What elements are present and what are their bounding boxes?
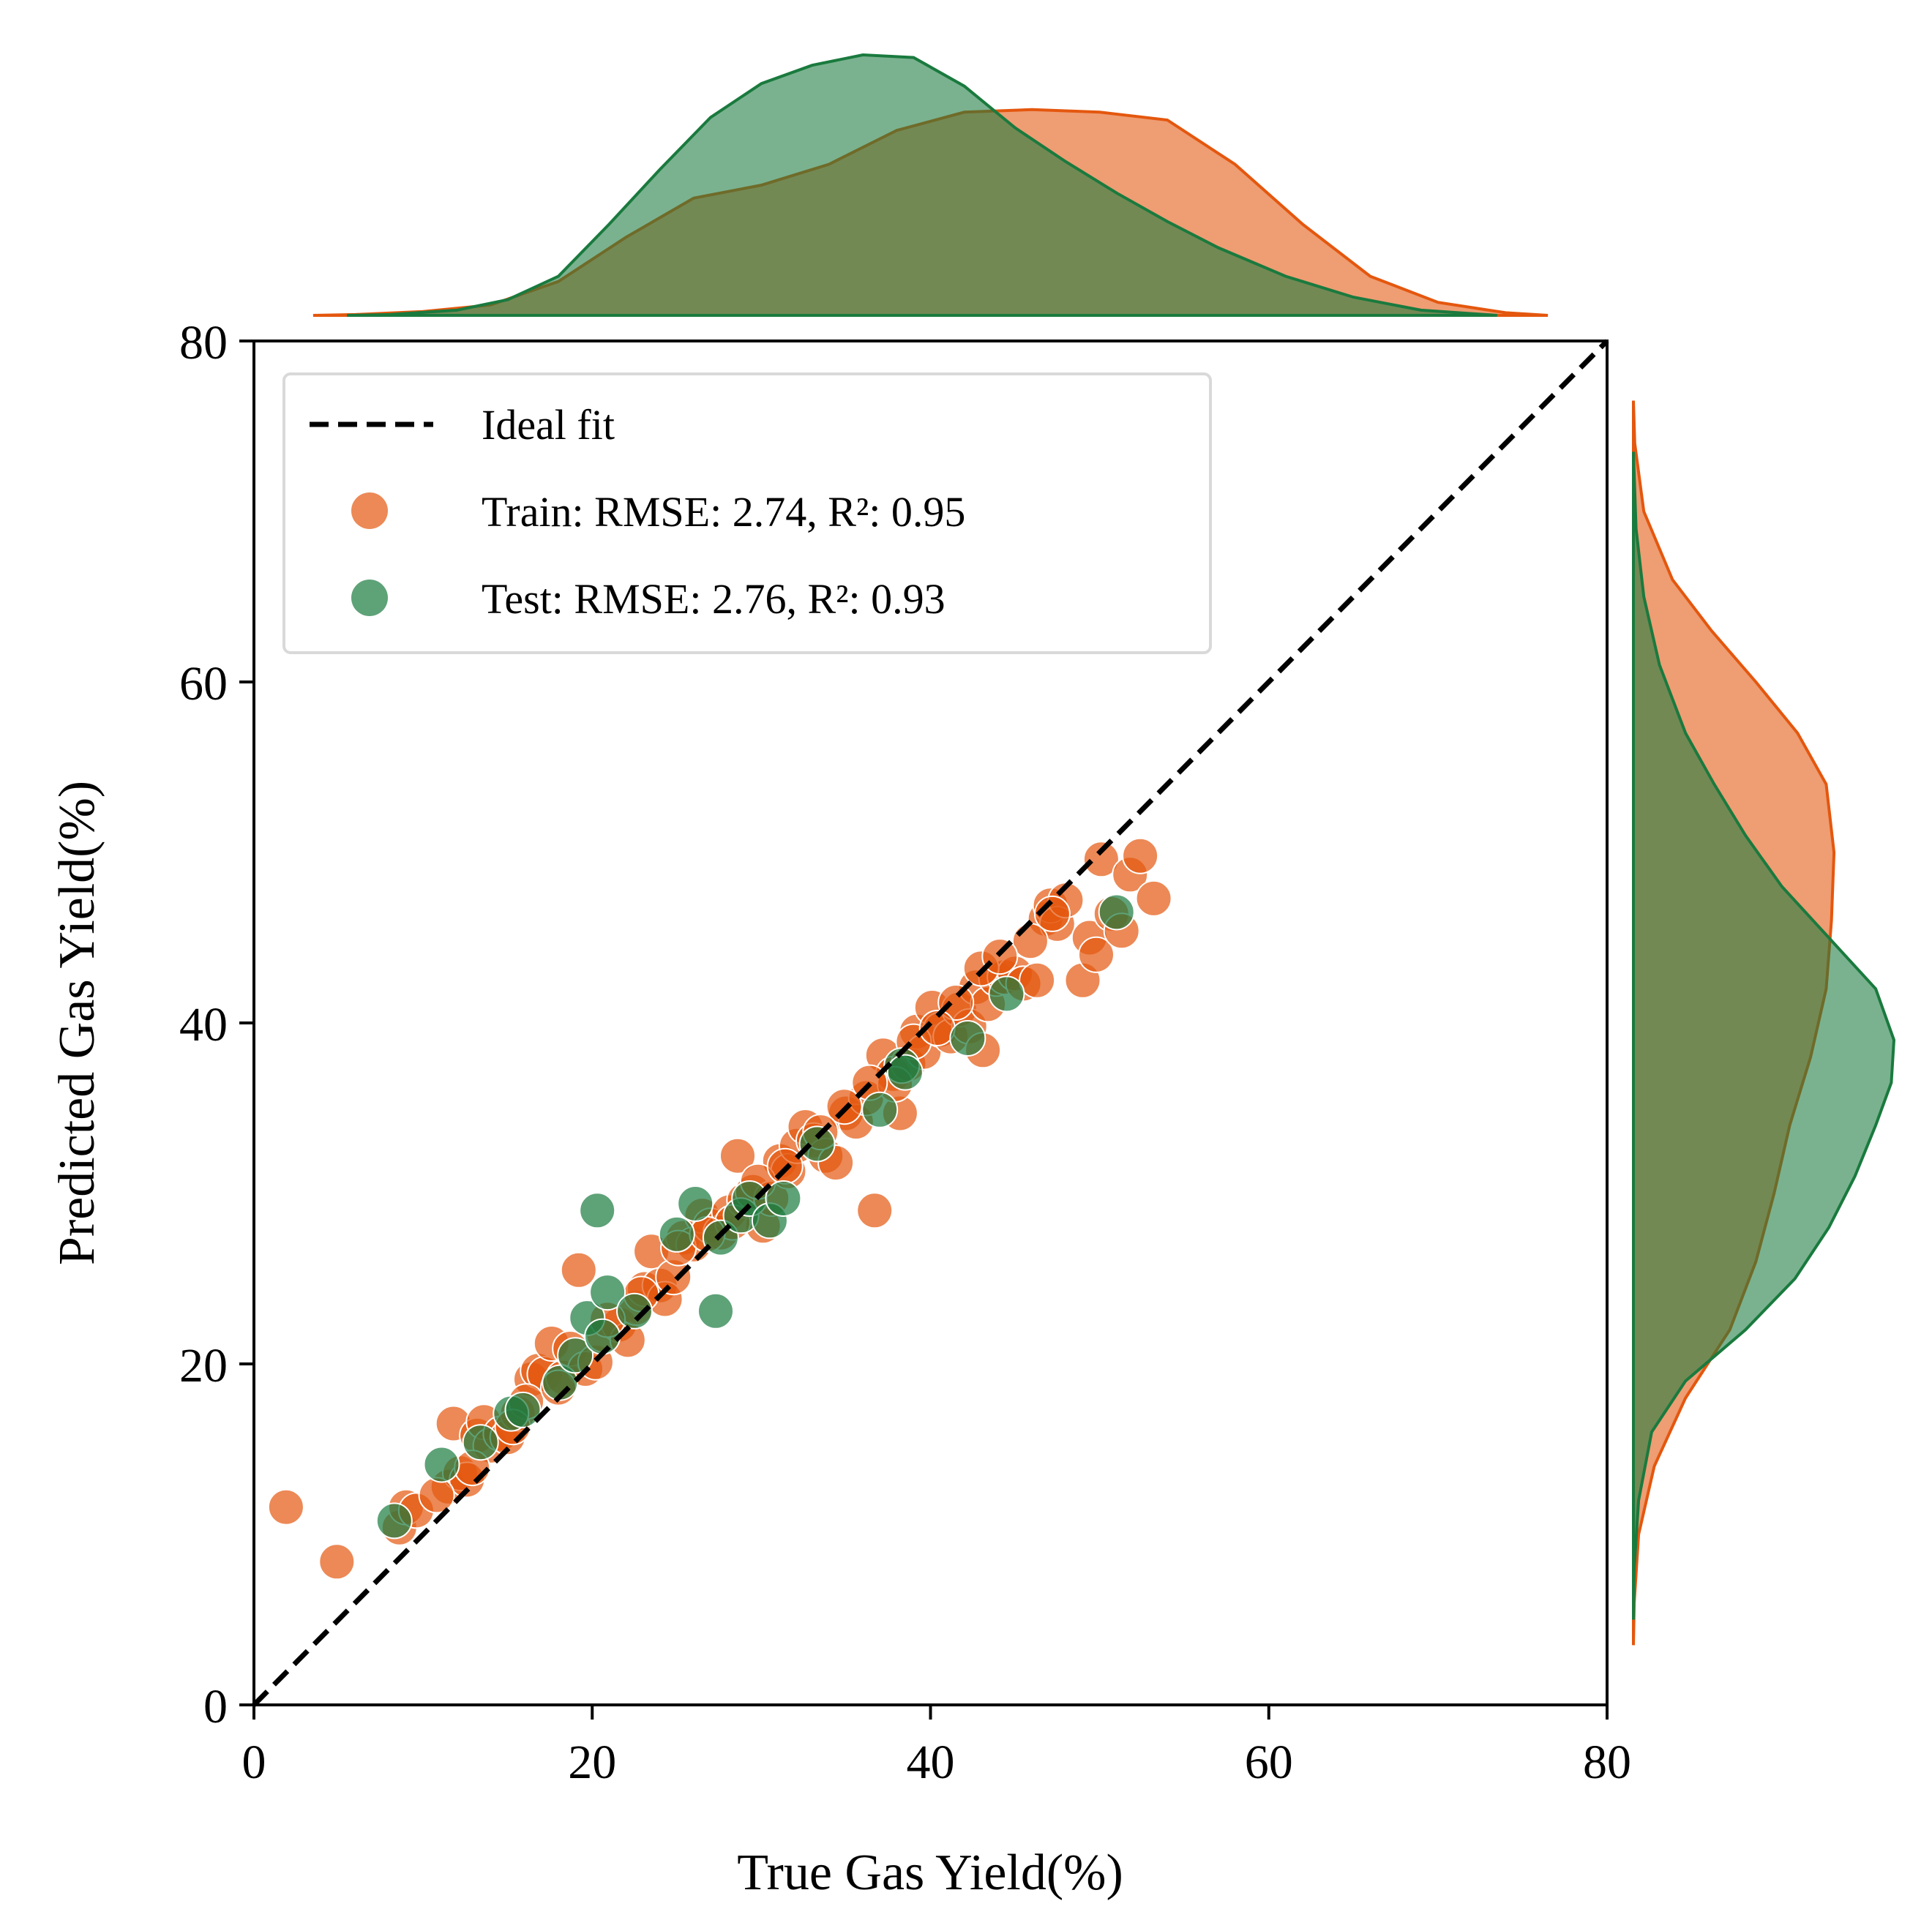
train-point xyxy=(1135,880,1172,917)
test-point xyxy=(462,1424,499,1461)
test-point xyxy=(765,1180,802,1217)
train-point xyxy=(1122,837,1159,874)
legend-train-swatch xyxy=(351,492,388,529)
test-point xyxy=(677,1185,714,1222)
test-point xyxy=(697,1292,734,1330)
test-point xyxy=(949,1020,986,1057)
ideal-fit-line xyxy=(252,339,1609,1707)
test-point xyxy=(886,1054,924,1091)
test-point xyxy=(557,1337,594,1374)
legend-test-swatch xyxy=(351,580,388,616)
legend-label-test: Test: RMSE: 2.76, R²: 0.93 xyxy=(482,575,946,623)
right-kde-test xyxy=(1632,451,1896,1620)
legend: Ideal fit Train: RMSE: 2.74, R²: 0.95 Te… xyxy=(282,372,1212,654)
top-kde-test xyxy=(347,53,1497,317)
test-point xyxy=(658,1215,695,1253)
y-tick-label: 40 xyxy=(179,998,228,1051)
legend-label-train: Train: RMSE: 2.74, R²: 0.95 xyxy=(482,488,965,536)
test-point xyxy=(579,1192,616,1229)
x-axis-ticks: 0 20 40 60 80 xyxy=(242,1705,1631,1789)
test-point xyxy=(423,1446,460,1483)
right-marginal-kde xyxy=(1632,400,1896,1646)
train-point xyxy=(1078,936,1115,973)
test-point xyxy=(584,1318,621,1355)
test-point xyxy=(861,1091,899,1128)
x-tick-label: 80 xyxy=(1583,1736,1631,1789)
y-tick-label: 80 xyxy=(179,316,228,370)
x-tick-label: 40 xyxy=(907,1736,955,1789)
test-point xyxy=(798,1125,836,1163)
train-point xyxy=(1011,923,1049,960)
train-point xyxy=(267,1488,304,1526)
train-point xyxy=(856,1192,894,1229)
x-tick-label: 0 xyxy=(242,1736,266,1789)
x-tick-label: 60 xyxy=(1245,1736,1293,1789)
y-tick-label: 60 xyxy=(179,657,228,710)
y-tick-label: 20 xyxy=(179,1339,228,1392)
legend-label-ideal-fit: Ideal fit xyxy=(482,401,615,449)
y-axis-ticks: 0 20 40 60 80 xyxy=(179,316,254,1733)
test-point xyxy=(1098,893,1135,931)
train-point xyxy=(937,984,975,1021)
train-point xyxy=(318,1543,356,1581)
train-point xyxy=(1019,961,1056,999)
y-tick-label: 0 xyxy=(203,1680,228,1733)
test-point xyxy=(504,1391,542,1428)
test-point xyxy=(616,1292,653,1330)
test-point xyxy=(988,975,1025,1013)
legend-box xyxy=(282,372,1212,654)
train-point xyxy=(418,1477,455,1514)
x-tick-label: 20 xyxy=(568,1736,616,1789)
y-axis-title: Predicted Gas Yield(%) xyxy=(49,781,105,1265)
top-marginal-kde xyxy=(312,53,1549,317)
test-point xyxy=(375,1502,413,1540)
train-point xyxy=(1082,841,1120,878)
train-point xyxy=(1033,895,1071,932)
x-axis-title: True Gas Yield(%) xyxy=(737,1845,1123,1901)
test-point xyxy=(589,1274,626,1311)
train-point xyxy=(560,1251,597,1289)
train-point xyxy=(719,1137,756,1174)
